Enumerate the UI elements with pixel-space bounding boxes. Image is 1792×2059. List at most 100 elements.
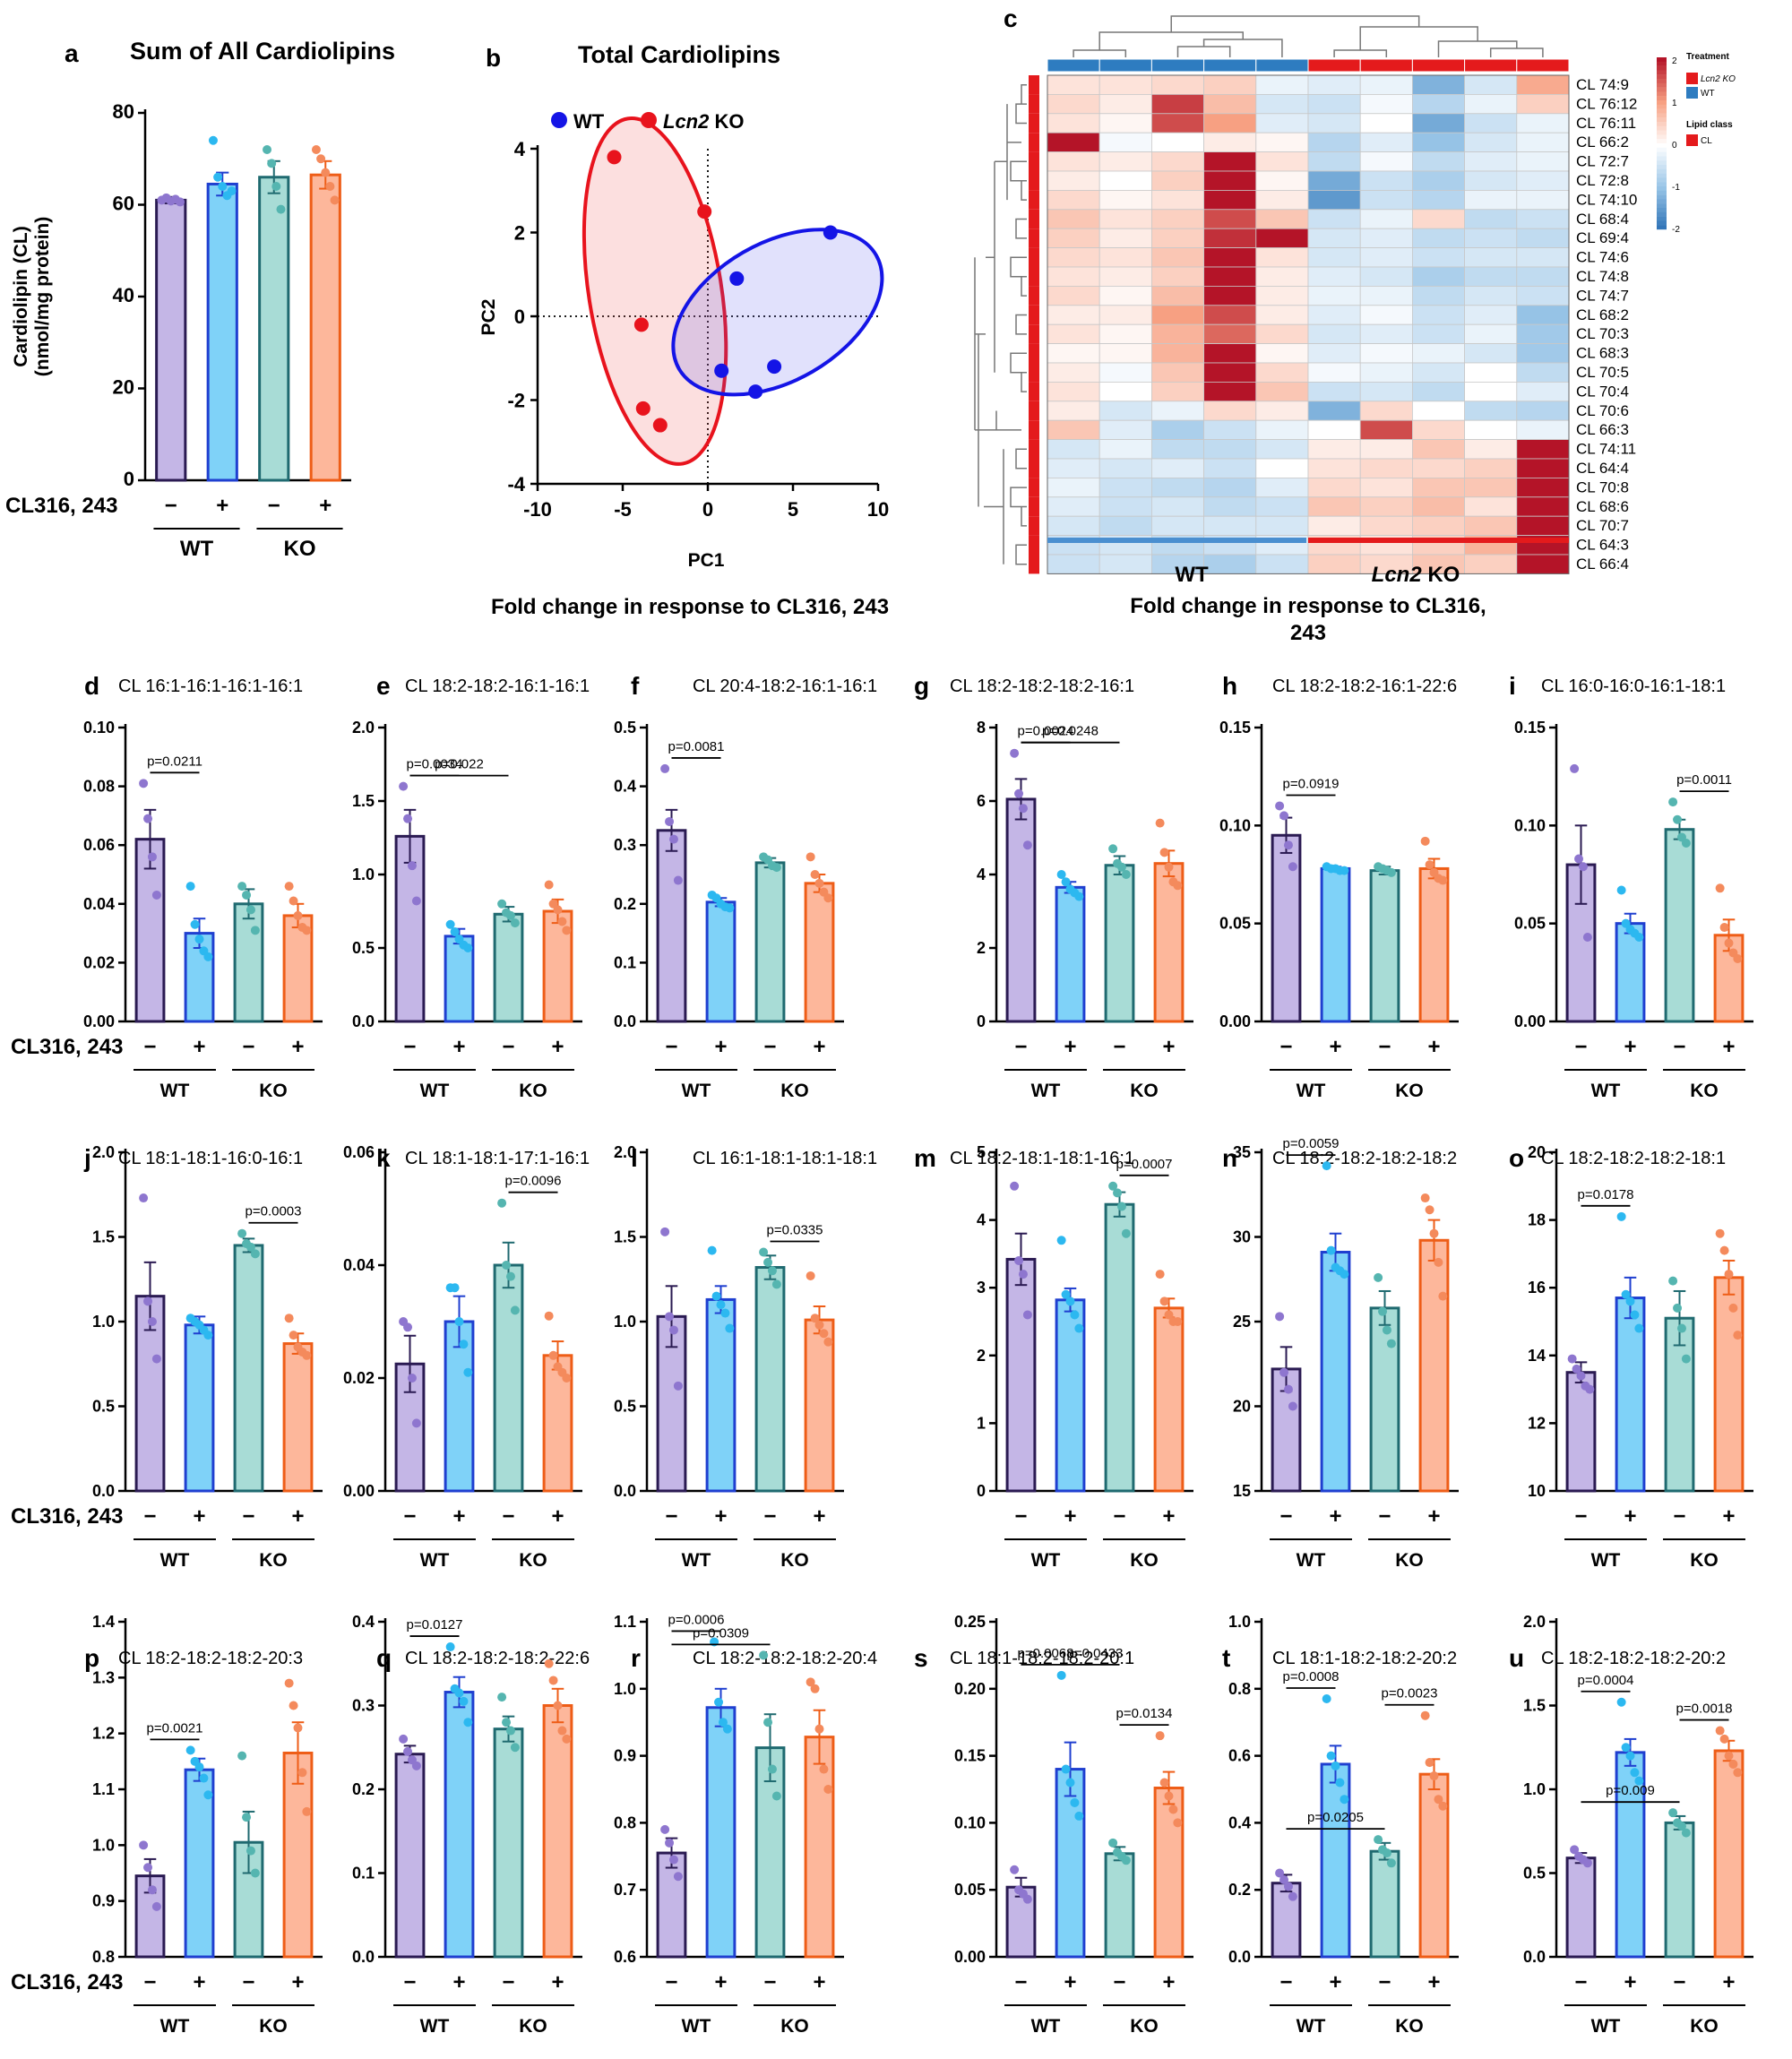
heatmap-cell (1516, 401, 1570, 421)
data-point (246, 1846, 255, 1856)
heatmap-cell (1516, 94, 1570, 115)
y-tick-label: 2 (514, 222, 525, 245)
data-point (1155, 1270, 1165, 1279)
pca-point (635, 401, 650, 416)
heatmap-cell (1359, 419, 1413, 441)
row-label: CL 70:3 (1576, 325, 1629, 342)
y-tick-label: 14 (1528, 1347, 1546, 1365)
data-point (1159, 1297, 1169, 1306)
data-point (562, 926, 572, 935)
panel-title: CL 18:2-18:2-18:2-18:2 (1272, 1149, 1457, 1168)
treatment-annotation (1464, 58, 1518, 73)
pca-point (767, 359, 782, 375)
pca-point (697, 204, 712, 220)
heatmap-cell (1203, 228, 1257, 248)
wt-confidence-ellipse (671, 228, 884, 397)
group-label: KO (1395, 2016, 1424, 2037)
group-label: WT (1591, 1550, 1621, 1571)
heatmap-cell (1203, 266, 1257, 287)
bar (1055, 1768, 1086, 1959)
heatmap-cell (1359, 458, 1413, 478)
data-point (459, 1340, 469, 1349)
y-tick-label: 0.15 (1514, 719, 1546, 737)
heatmap-cell (1098, 247, 1152, 268)
data-point (1010, 1181, 1020, 1191)
y-tick-label: 1.4 (92, 1613, 115, 1631)
data-point (1331, 1761, 1340, 1770)
data-point (1275, 1868, 1285, 1878)
panel-letter: s (914, 1644, 928, 1672)
heatmap-cell (1047, 94, 1100, 115)
y-tick-label: 0.10 (1219, 816, 1251, 834)
data-point (819, 1329, 829, 1339)
data-point (673, 875, 683, 885)
heatmap-cell (1359, 343, 1413, 364)
color-scale-step (1657, 194, 1667, 200)
y-axis-label: Cardiolipin (CL) (11, 226, 31, 366)
color-scale-step (1657, 87, 1667, 92)
bar (258, 176, 290, 482)
y-tick-label: 0.05 (1219, 915, 1251, 933)
group-label: WT (1297, 2016, 1326, 2037)
heatmap-cell (1098, 496, 1152, 517)
color-scale-step (1657, 65, 1667, 71)
data-point (1275, 1312, 1285, 1322)
data-point (1340, 1270, 1349, 1279)
heatmap-cell (1307, 554, 1361, 574)
legend-cl-label: CL (1701, 136, 1712, 146)
y-tick-label: 0.8 (92, 1948, 115, 1966)
panel-f: f CL 20:4-18:2-16:1-16:1 0.0 0.1 0.2 0.3 0.4 0.… (614, 672, 877, 1101)
x-tick-label: 10 (867, 498, 889, 521)
color-scale-step (1657, 160, 1667, 166)
data-point (199, 1773, 209, 1783)
heatmap-cell (1516, 209, 1570, 229)
data-point (1420, 1193, 1430, 1203)
color-scale-step (1657, 74, 1667, 80)
data-point (403, 814, 413, 823)
data-point (553, 1701, 563, 1710)
color-scale-step (1657, 211, 1667, 217)
data-point (711, 1291, 721, 1301)
y-tick-label: 0.4 (614, 778, 636, 796)
data-point (302, 1350, 312, 1360)
data-point (725, 1323, 735, 1333)
panel-t: t CL 18:1-18:2-18:2-20:2 0.0 0.2 0.4 0.6 0.8 1.… (1222, 1613, 1459, 2037)
data-point (1113, 1188, 1123, 1198)
minus-sign: − (763, 1504, 776, 1529)
heatmap-cell (1516, 247, 1570, 268)
plus-sign: + (813, 1504, 825, 1529)
data-point (1374, 1835, 1383, 1845)
heatmap-cell (1359, 323, 1413, 345)
group-label: KO (259, 1081, 288, 1101)
group-label: KO (1130, 2016, 1159, 2037)
heatmap-cell (1151, 74, 1205, 95)
data-point (720, 1308, 730, 1318)
heatmap-cell (1203, 401, 1257, 421)
y-tick-label: 0.0 (92, 1482, 115, 1500)
heatmap-cell (1151, 401, 1205, 421)
panel-title: CL 18:2-18:2-18:2-16:1 (950, 676, 1134, 696)
data-point (1681, 1354, 1691, 1364)
data-point (1673, 1303, 1683, 1313)
data-point (1668, 1808, 1678, 1818)
data-point (1616, 1697, 1626, 1707)
data-point (284, 1678, 294, 1688)
bar (754, 861, 786, 1023)
heatmap-cell (1203, 151, 1257, 172)
heatmap-cell (1307, 151, 1361, 172)
heatmap-cell (1203, 439, 1257, 460)
plus-sign: + (714, 1035, 727, 1059)
data-point (213, 172, 223, 182)
y-tick-label: 0.10 (954, 1813, 986, 1831)
heatmap-cell (1412, 515, 1466, 537)
group-label: KO (1690, 1550, 1719, 1571)
group-label: WT (160, 2016, 190, 2037)
y-tick-label: 20 (1528, 1143, 1546, 1161)
caption: Fold change in response to CL316, 243 (491, 595, 889, 619)
data-point (1374, 1272, 1383, 1282)
bar (1664, 1821, 1695, 1959)
heatmap-cell (1359, 362, 1413, 383)
heatmap-cell (1359, 478, 1413, 498)
